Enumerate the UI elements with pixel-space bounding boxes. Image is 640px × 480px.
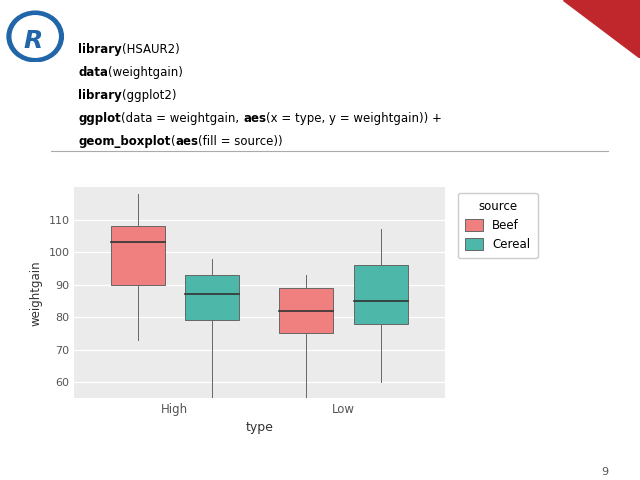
Text: (HSAUR2): (HSAUR2) bbox=[122, 43, 180, 56]
Text: (ggplot2): (ggplot2) bbox=[122, 89, 177, 102]
Circle shape bbox=[12, 16, 58, 57]
Text: ggplot: ggplot bbox=[79, 112, 121, 125]
Text: aes: aes bbox=[243, 112, 266, 125]
Text: 9: 9 bbox=[601, 467, 608, 477]
Text: library: library bbox=[79, 89, 122, 102]
Text: (x = type, y = weightgain)) +: (x = type, y = weightgain)) + bbox=[266, 112, 442, 125]
Polygon shape bbox=[563, 0, 640, 58]
Bar bbox=[280, 288, 333, 334]
Text: (weightgain): (weightgain) bbox=[108, 66, 183, 79]
Text: (: ( bbox=[171, 135, 175, 148]
Text: R: R bbox=[24, 28, 43, 52]
Text: aes: aes bbox=[175, 135, 198, 148]
Bar bbox=[354, 265, 408, 324]
Text: geom_boxplot: geom_boxplot bbox=[79, 135, 171, 148]
Text: library: library bbox=[79, 43, 122, 56]
Circle shape bbox=[7, 11, 63, 62]
X-axis label: type: type bbox=[245, 421, 273, 434]
Bar bbox=[185, 275, 239, 321]
Text: (fill = source)): (fill = source)) bbox=[198, 135, 283, 148]
Text: data: data bbox=[79, 66, 108, 79]
Y-axis label: weightgain: weightgain bbox=[30, 260, 43, 325]
Bar bbox=[111, 226, 164, 285]
Legend: Beef, Cereal: Beef, Cereal bbox=[458, 193, 538, 258]
Text: (data = weightgain,: (data = weightgain, bbox=[121, 112, 243, 125]
